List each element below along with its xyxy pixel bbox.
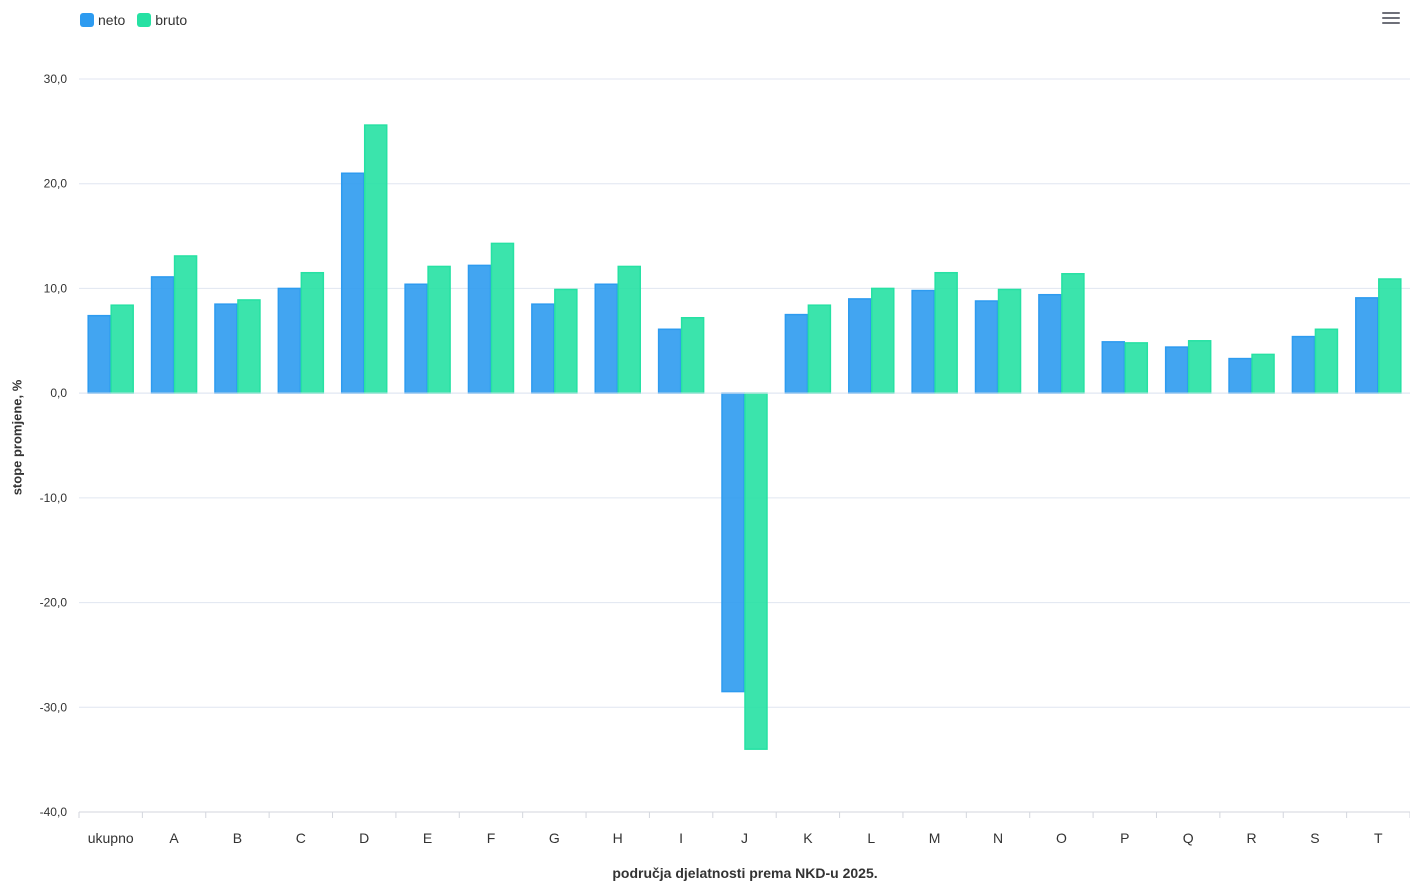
bar-bruto-N [997,288,1022,394]
y-tick-label: -20,0 [40,596,68,610]
x-tick-label: M [929,830,941,846]
x-tick-label: I [679,830,683,846]
bar-neto-H [594,283,618,394]
x-tick-label: H [613,830,623,846]
x-tick-label: P [1120,830,1129,846]
bar-bruto-S [1314,328,1339,394]
x-tick-label: ukupno [88,830,134,846]
bar-neto-F [467,264,492,394]
bar-neto-T [1355,297,1379,394]
y-tick-label: 0,0 [50,386,67,400]
x-tick-label: T [1374,830,1383,846]
bar-neto-J [721,392,745,693]
y-axis-title: stope promjene, % [9,379,25,496]
y-tick-label: -30,0 [40,700,68,714]
x-tick-label: K [803,830,813,846]
bar-bruto-ukupno [110,304,134,394]
y-tick-label: 10,0 [44,281,68,295]
x-tick-label: D [359,830,369,846]
bar-neto-A [150,276,175,394]
bar-bruto-M [934,271,958,394]
bar-neto-O [1038,293,1062,394]
x-tick-label: L [867,830,875,846]
bar-neto-R [1228,357,1252,394]
bar-neto-L [848,298,872,394]
bar-bruto-G [554,288,578,394]
y-tick-label: 30,0 [44,72,68,86]
x-tick-label: F [487,830,496,846]
bar-neto-ukupno [87,314,111,394]
x-tick-label: Q [1183,830,1194,846]
x-tick-label: A [169,830,179,846]
legend-label-neto: neto [98,12,126,28]
bar-neto-S [1291,335,1316,394]
x-tick-label: O [1056,830,1067,846]
x-tick-label: R [1246,830,1256,846]
bar-bruto-K [807,304,832,394]
bar-bruto-T [1378,278,1402,394]
legend: neto bruto [80,12,187,28]
bar-neto-K [784,313,809,394]
legend-item-neto[interactable]: neto [80,12,125,28]
bar-neto-B [214,303,238,394]
bar-neto-Q [1164,346,1189,394]
bar-neto-C [277,287,302,394]
x-tick-label: E [423,830,432,846]
y-tick-label: -40,0 [40,805,68,819]
bar-bruto-O [1061,273,1085,394]
bar-bruto-P [1124,342,1149,394]
bar-bruto-R [1251,353,1275,394]
x-tick-label: J [741,830,748,846]
hamburger-menu-icon[interactable] [1382,12,1400,26]
bar-bruto-A [173,255,198,394]
bar-bruto-B [237,299,261,394]
bar-neto-G [531,303,555,394]
x-tick-label: G [549,830,560,846]
bar-bruto-D [363,124,388,394]
bar-bruto-Q [1187,340,1212,394]
bar-bruto-J [744,392,768,750]
y-tick-label: -10,0 [40,491,68,505]
x-tick-label: N [993,830,1003,846]
x-tick-label: S [1310,830,1319,846]
bar-bruto-F [490,242,515,394]
bar-neto-M [911,289,935,394]
x-tick-label: B [233,830,242,846]
legend-item-bruto[interactable]: bruto [137,12,187,28]
y-tick-label: 20,0 [44,177,68,191]
bar-neto-I [657,328,682,394]
bar-bruto-I [680,316,705,394]
bar-neto-N [974,300,999,394]
legend-swatch-neto [80,13,94,27]
bar-bruto-H [617,265,641,394]
bar-bruto-E [427,265,451,394]
bar-neto-D [340,172,365,394]
bar-neto-P [1101,341,1126,394]
x-tick-label: C [296,830,306,846]
legend-swatch-bruto [137,13,152,27]
legend-label-bruto: bruto [155,12,188,28]
bar-neto-E [404,283,428,394]
bar-bruto-C [300,271,325,394]
bar-bruto-L [871,287,895,394]
x-axis-title: područja djelatnosti prema NKD-u 2025. [612,865,878,881]
